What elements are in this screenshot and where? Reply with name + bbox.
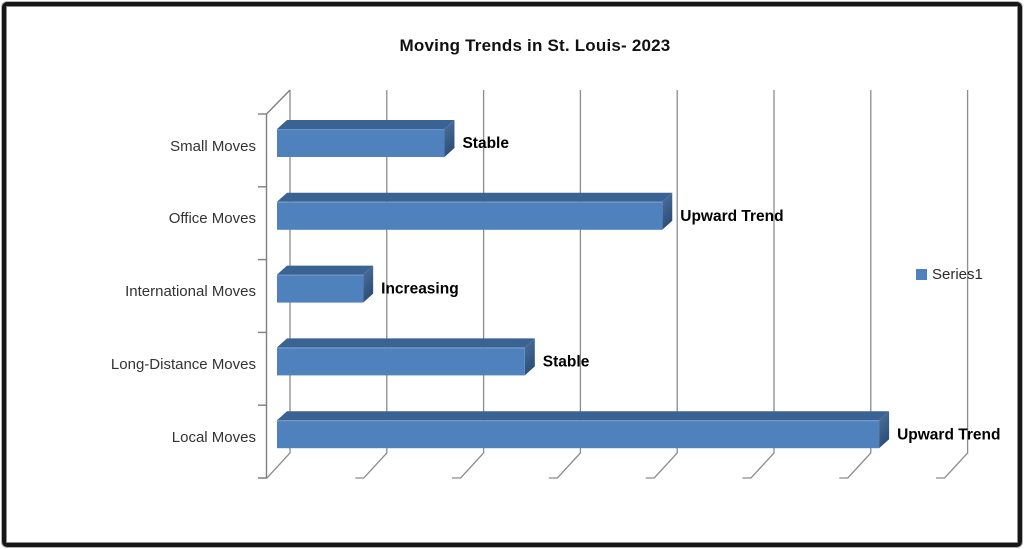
gridline-5	[742, 90, 775, 479]
bar-end-face	[363, 265, 374, 303]
bar-top-face	[277, 411, 890, 421]
category-label-local-moves: Local Moves	[171, 428, 256, 446]
bar-front-face	[277, 129, 445, 157]
bar-end-face	[879, 411, 890, 449]
category-label-international-moves: International Moves	[125, 283, 256, 301]
bar-top-face	[277, 120, 455, 129]
bar-front-face	[277, 347, 525, 376]
bar-end-face	[444, 120, 455, 157]
legend-label-series1: Series1	[932, 266, 983, 283]
bar-end-face	[662, 192, 673, 230]
chart-title: Moving Trends in St. Louis- 2023	[399, 36, 671, 55]
gridline-1	[355, 90, 388, 479]
bar-top-face	[277, 265, 374, 275]
category-axis-line	[265, 89, 291, 478]
bar-top-face	[277, 192, 673, 202]
bar-label-small-moves: Stable	[462, 135, 509, 152]
bar-front-face	[277, 420, 880, 449]
bar-group-local-moves	[277, 411, 890, 449]
bar-group-office-moves	[277, 192, 673, 230]
bar-front-face	[277, 274, 364, 303]
gridline-7	[936, 90, 969, 479]
bar-group-small-moves	[277, 120, 455, 157]
bar-front-face	[277, 201, 663, 230]
bar-label-international-moves: Increasing	[381, 281, 459, 298]
gridline-4	[645, 90, 678, 479]
gridlines	[258, 90, 969, 479]
gridline-3	[548, 90, 582, 479]
category-label-long-distance-moves: Long-Distance Moves	[110, 355, 256, 373]
bar-label-local-moves: Upward Trend	[897, 426, 1000, 443]
bar-top-face	[277, 338, 535, 348]
legend-swatch-series1	[916, 269, 927, 280]
bar-end-face	[524, 338, 535, 376]
category-label-small-moves: Small Moves	[170, 137, 256, 155]
category-axis	[258, 89, 291, 479]
category-label-office-moves: Office Moves	[168, 210, 256, 228]
bar-label-office-moves: Upward Trend	[680, 208, 783, 225]
legend: Series1	[916, 266, 983, 283]
gridline-2	[452, 90, 485, 479]
bar-label-long-distance-moves: Stable	[543, 353, 590, 370]
bar-group-long-distance-moves	[277, 338, 535, 376]
bar-group-international-moves	[277, 265, 374, 303]
gridline-6	[839, 90, 872, 479]
